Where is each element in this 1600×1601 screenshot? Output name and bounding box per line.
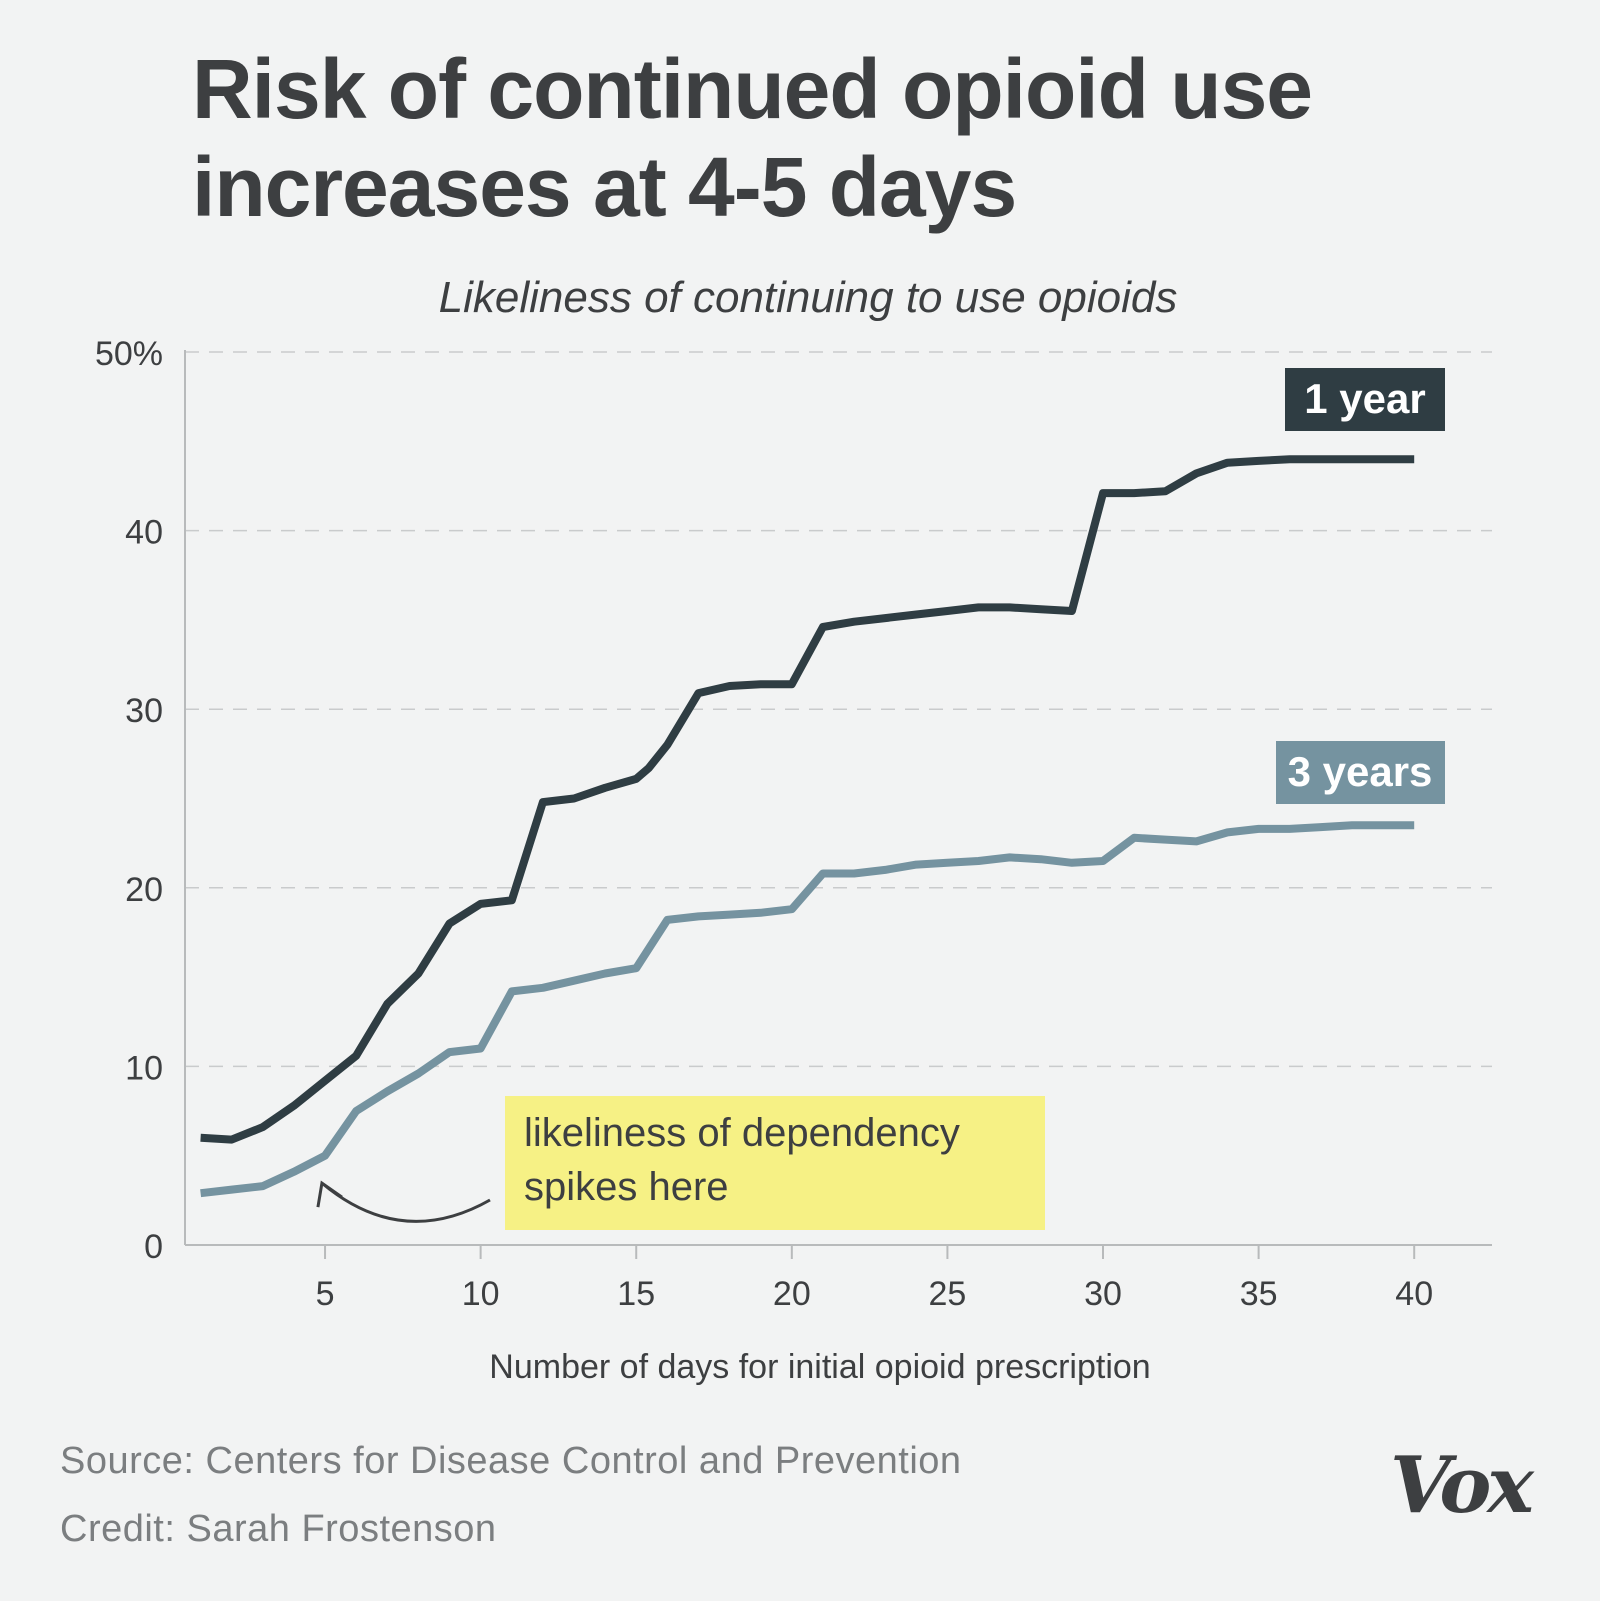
- y-axis-ticks: 0 10 20 30 40 50%: [95, 335, 163, 1266]
- y-tick-label: 10: [125, 1049, 163, 1087]
- y-tick-label: 20: [125, 871, 163, 909]
- x-tick-label: 35: [1240, 1275, 1278, 1313]
- x-tick-label: 15: [617, 1275, 655, 1313]
- y-tick-label: 30: [125, 692, 163, 730]
- annotation-text-line-1: likeliness of dependency: [524, 1111, 960, 1155]
- source-note: Source: Centers for Disease Control and …: [60, 1440, 962, 1482]
- x-tick-label: 30: [1084, 1275, 1122, 1313]
- series-label-3-years-text: 3 years: [1288, 748, 1433, 795]
- x-tick-label: 40: [1395, 1275, 1433, 1313]
- x-tick-label: 20: [773, 1275, 811, 1313]
- annotation-box: [505, 1096, 1045, 1230]
- x-axis-label: Number of days for initial opioid prescr…: [489, 1348, 1150, 1386]
- axes: [184, 350, 1492, 1246]
- annotation-arrow: [316, 1180, 491, 1223]
- credit-note: Credit: Sarah Frostenson: [60, 1508, 497, 1550]
- x-tick-label: 10: [462, 1275, 500, 1313]
- annotation: likeliness of dependency spikes here: [316, 1096, 1045, 1230]
- y-tick-label: 50%: [95, 335, 163, 373]
- series-label-3-years: 3 years: [1276, 741, 1445, 804]
- y-tick-label: 0: [144, 1228, 163, 1266]
- x-tick-label: 5: [316, 1275, 335, 1313]
- series-label-3-years-box: [1276, 741, 1445, 804]
- title-line-1: Risk of continued opioid use: [192, 42, 1313, 136]
- grid-lines: [185, 351, 1492, 1068]
- series-label-1-year: 1 year: [1285, 368, 1445, 431]
- series-label-1-year-text: 1 year: [1304, 375, 1425, 422]
- series-label-1-year-box: [1285, 368, 1445, 431]
- chart-subtitle: Likeliness of continuing to use opioids: [439, 273, 1178, 322]
- annotation-text-line-2: spikes here: [524, 1165, 729, 1209]
- page-title: Risk of continued opioid use increases a…: [192, 40, 1492, 236]
- series-line-1-year: [200, 455, 1415, 1144]
- series-lines: [200, 455, 1415, 1198]
- x-axis-ticks: 5 10 15 20 25 30 35 40: [316, 1245, 1433, 1313]
- series-line-3-years: [200, 821, 1415, 1198]
- y-tick-label: 40: [125, 514, 163, 552]
- vox-logo: Vox: [1390, 1440, 1534, 1531]
- title-line-2: increases at 4-5 days: [192, 140, 1017, 234]
- x-tick-label: 25: [929, 1275, 967, 1313]
